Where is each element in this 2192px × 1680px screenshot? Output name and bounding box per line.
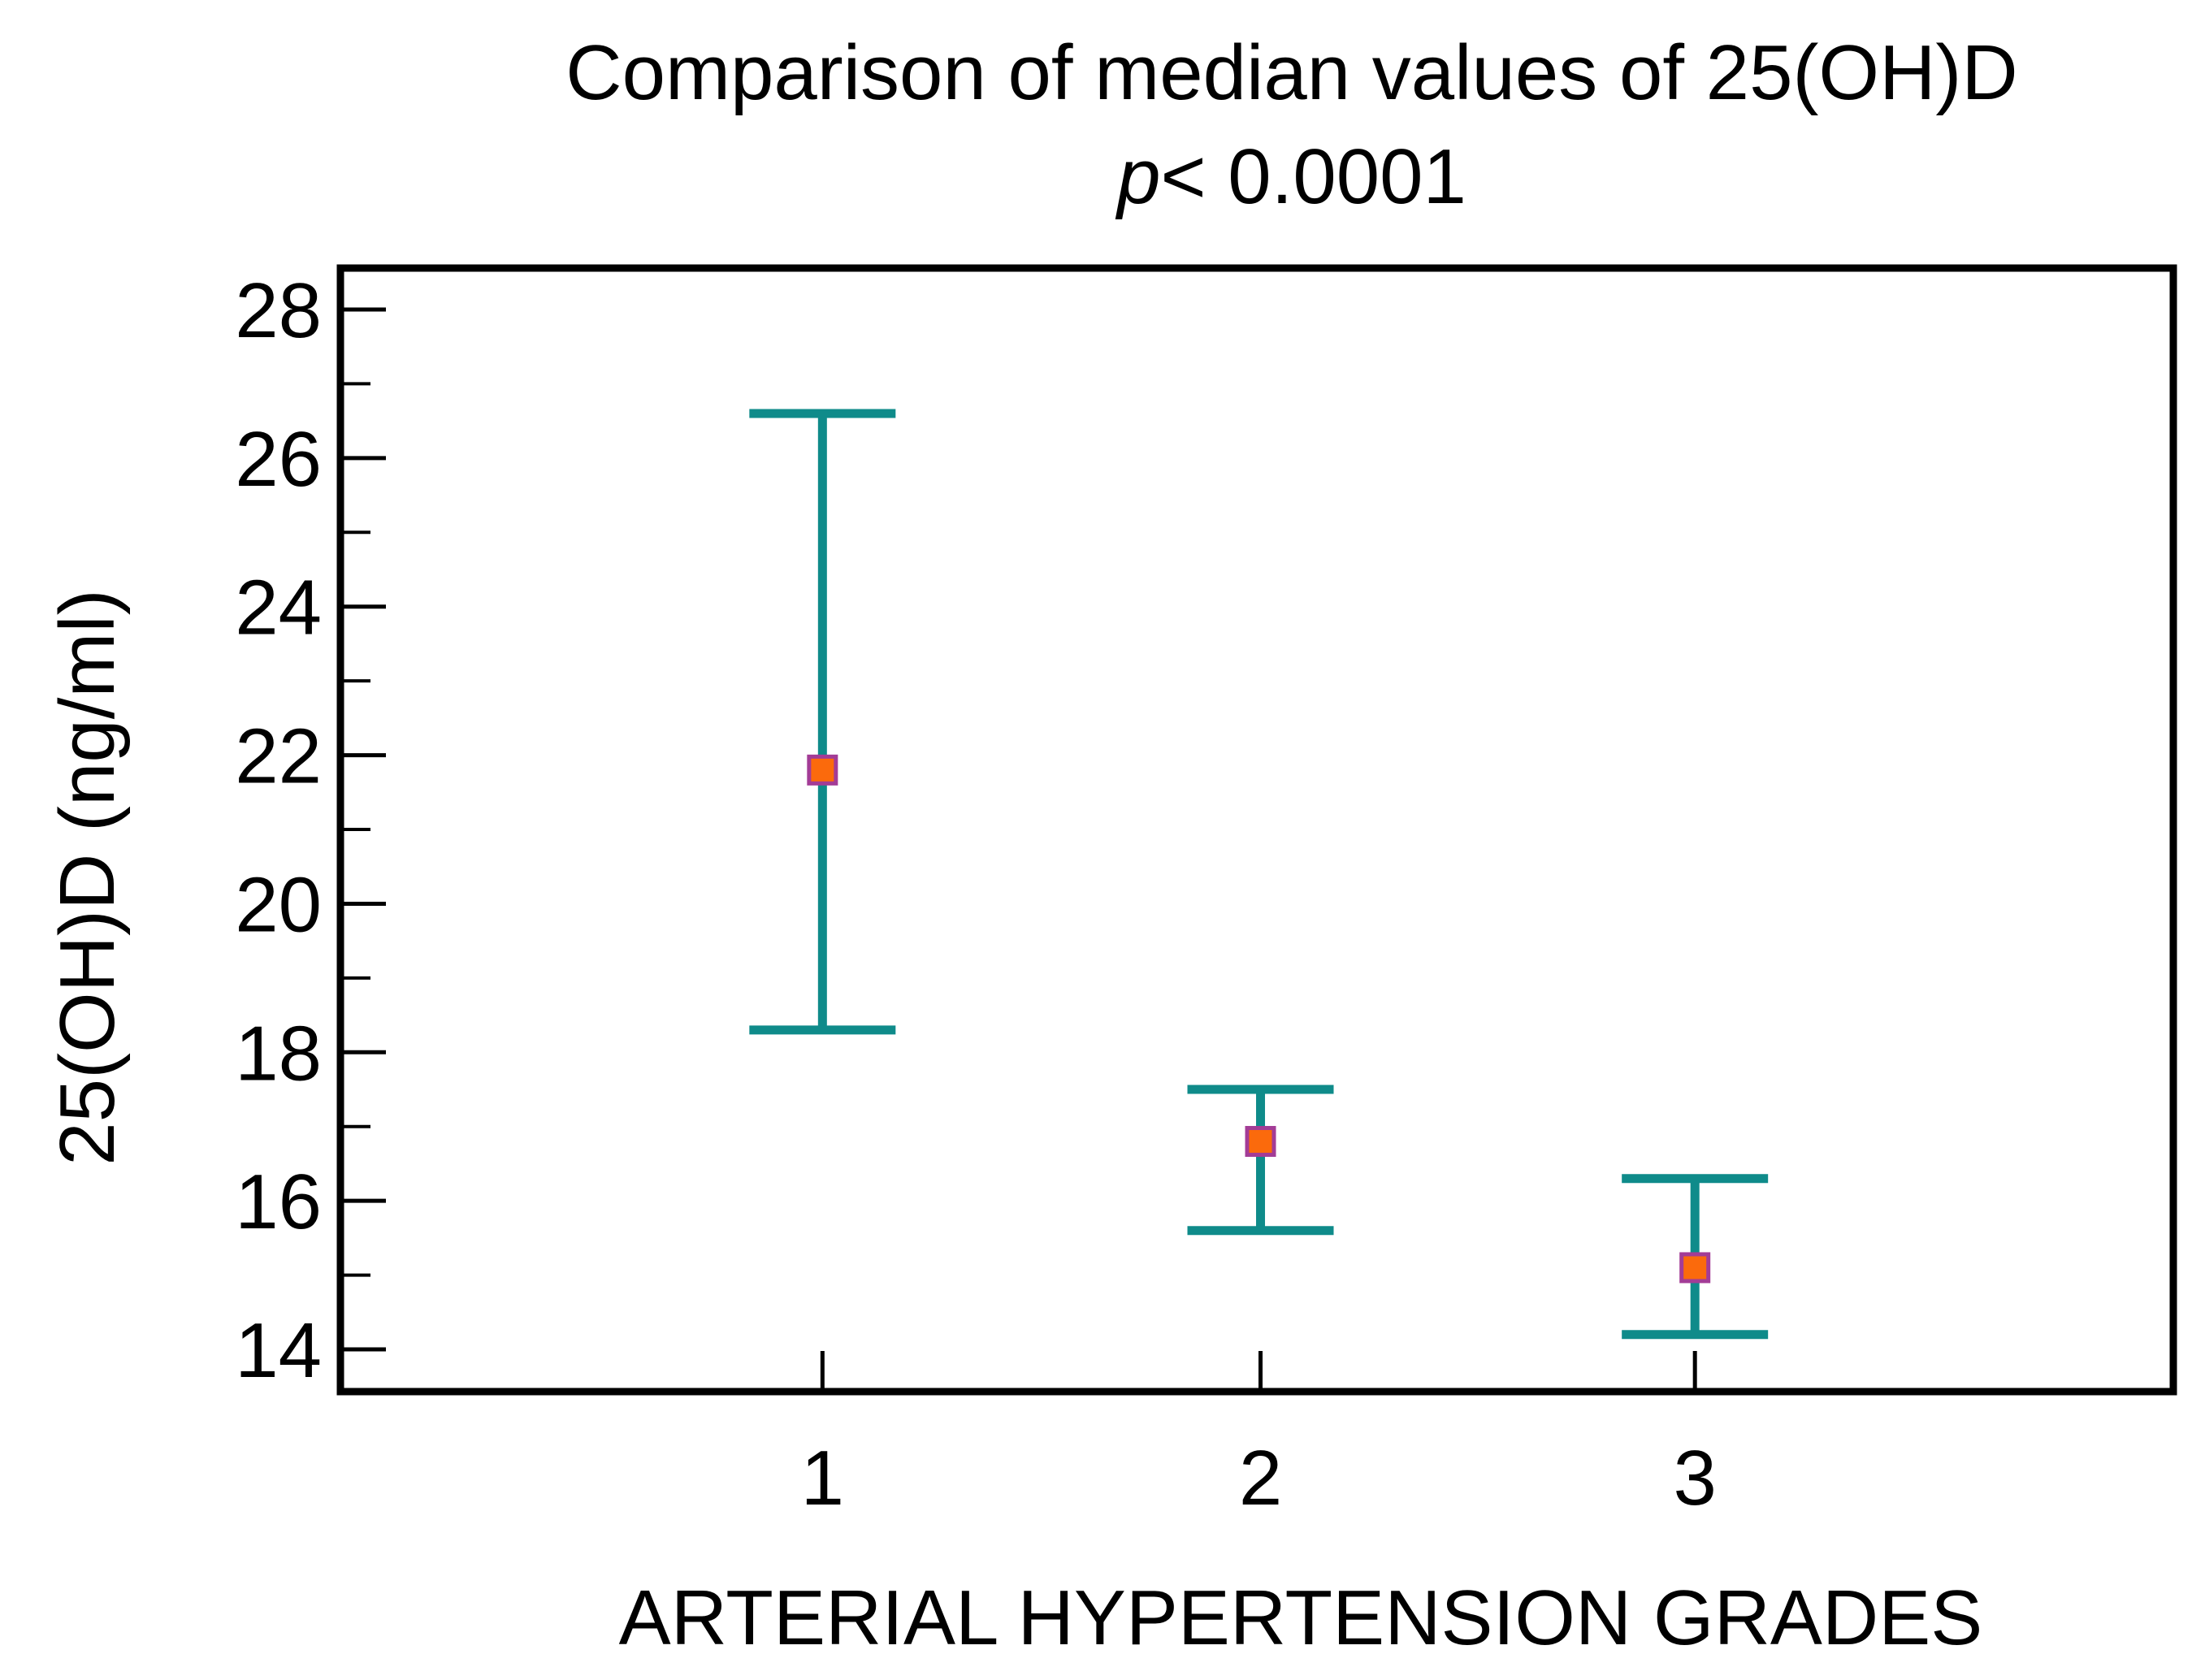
- median-marker: [1679, 1252, 1711, 1284]
- y-tick-label: 16: [235, 1158, 322, 1245]
- y-tick-label: 24: [235, 565, 322, 652]
- y-tick-label: 26: [235, 416, 322, 503]
- x-tick-label: 3: [1673, 1435, 1716, 1522]
- y-tick-label: 18: [235, 1010, 322, 1097]
- plot-frame: [336, 264, 2177, 1396]
- x-tick-label: 2: [1239, 1435, 1282, 1522]
- median-marker: [1245, 1126, 1276, 1158]
- chart-subtitle: p< 0.0001: [375, 136, 2192, 219]
- p-value-text: < 0.0001: [1160, 133, 1466, 220]
- y-tick-label: 20: [235, 861, 322, 948]
- median-marker: [807, 754, 838, 786]
- x-tick-label: 1: [801, 1435, 844, 1522]
- y-tick-label: 22: [235, 713, 322, 800]
- y-tick-label: 28: [235, 267, 322, 354]
- x-axis-title: ARTERIAL HYPERTENSION GRADES: [618, 1574, 1983, 1661]
- chart-title: Comparison of median values of 25(OH)D: [565, 29, 2018, 116]
- p-symbol: p: [1117, 133, 1161, 220]
- y-tick-label: 14: [235, 1307, 322, 1394]
